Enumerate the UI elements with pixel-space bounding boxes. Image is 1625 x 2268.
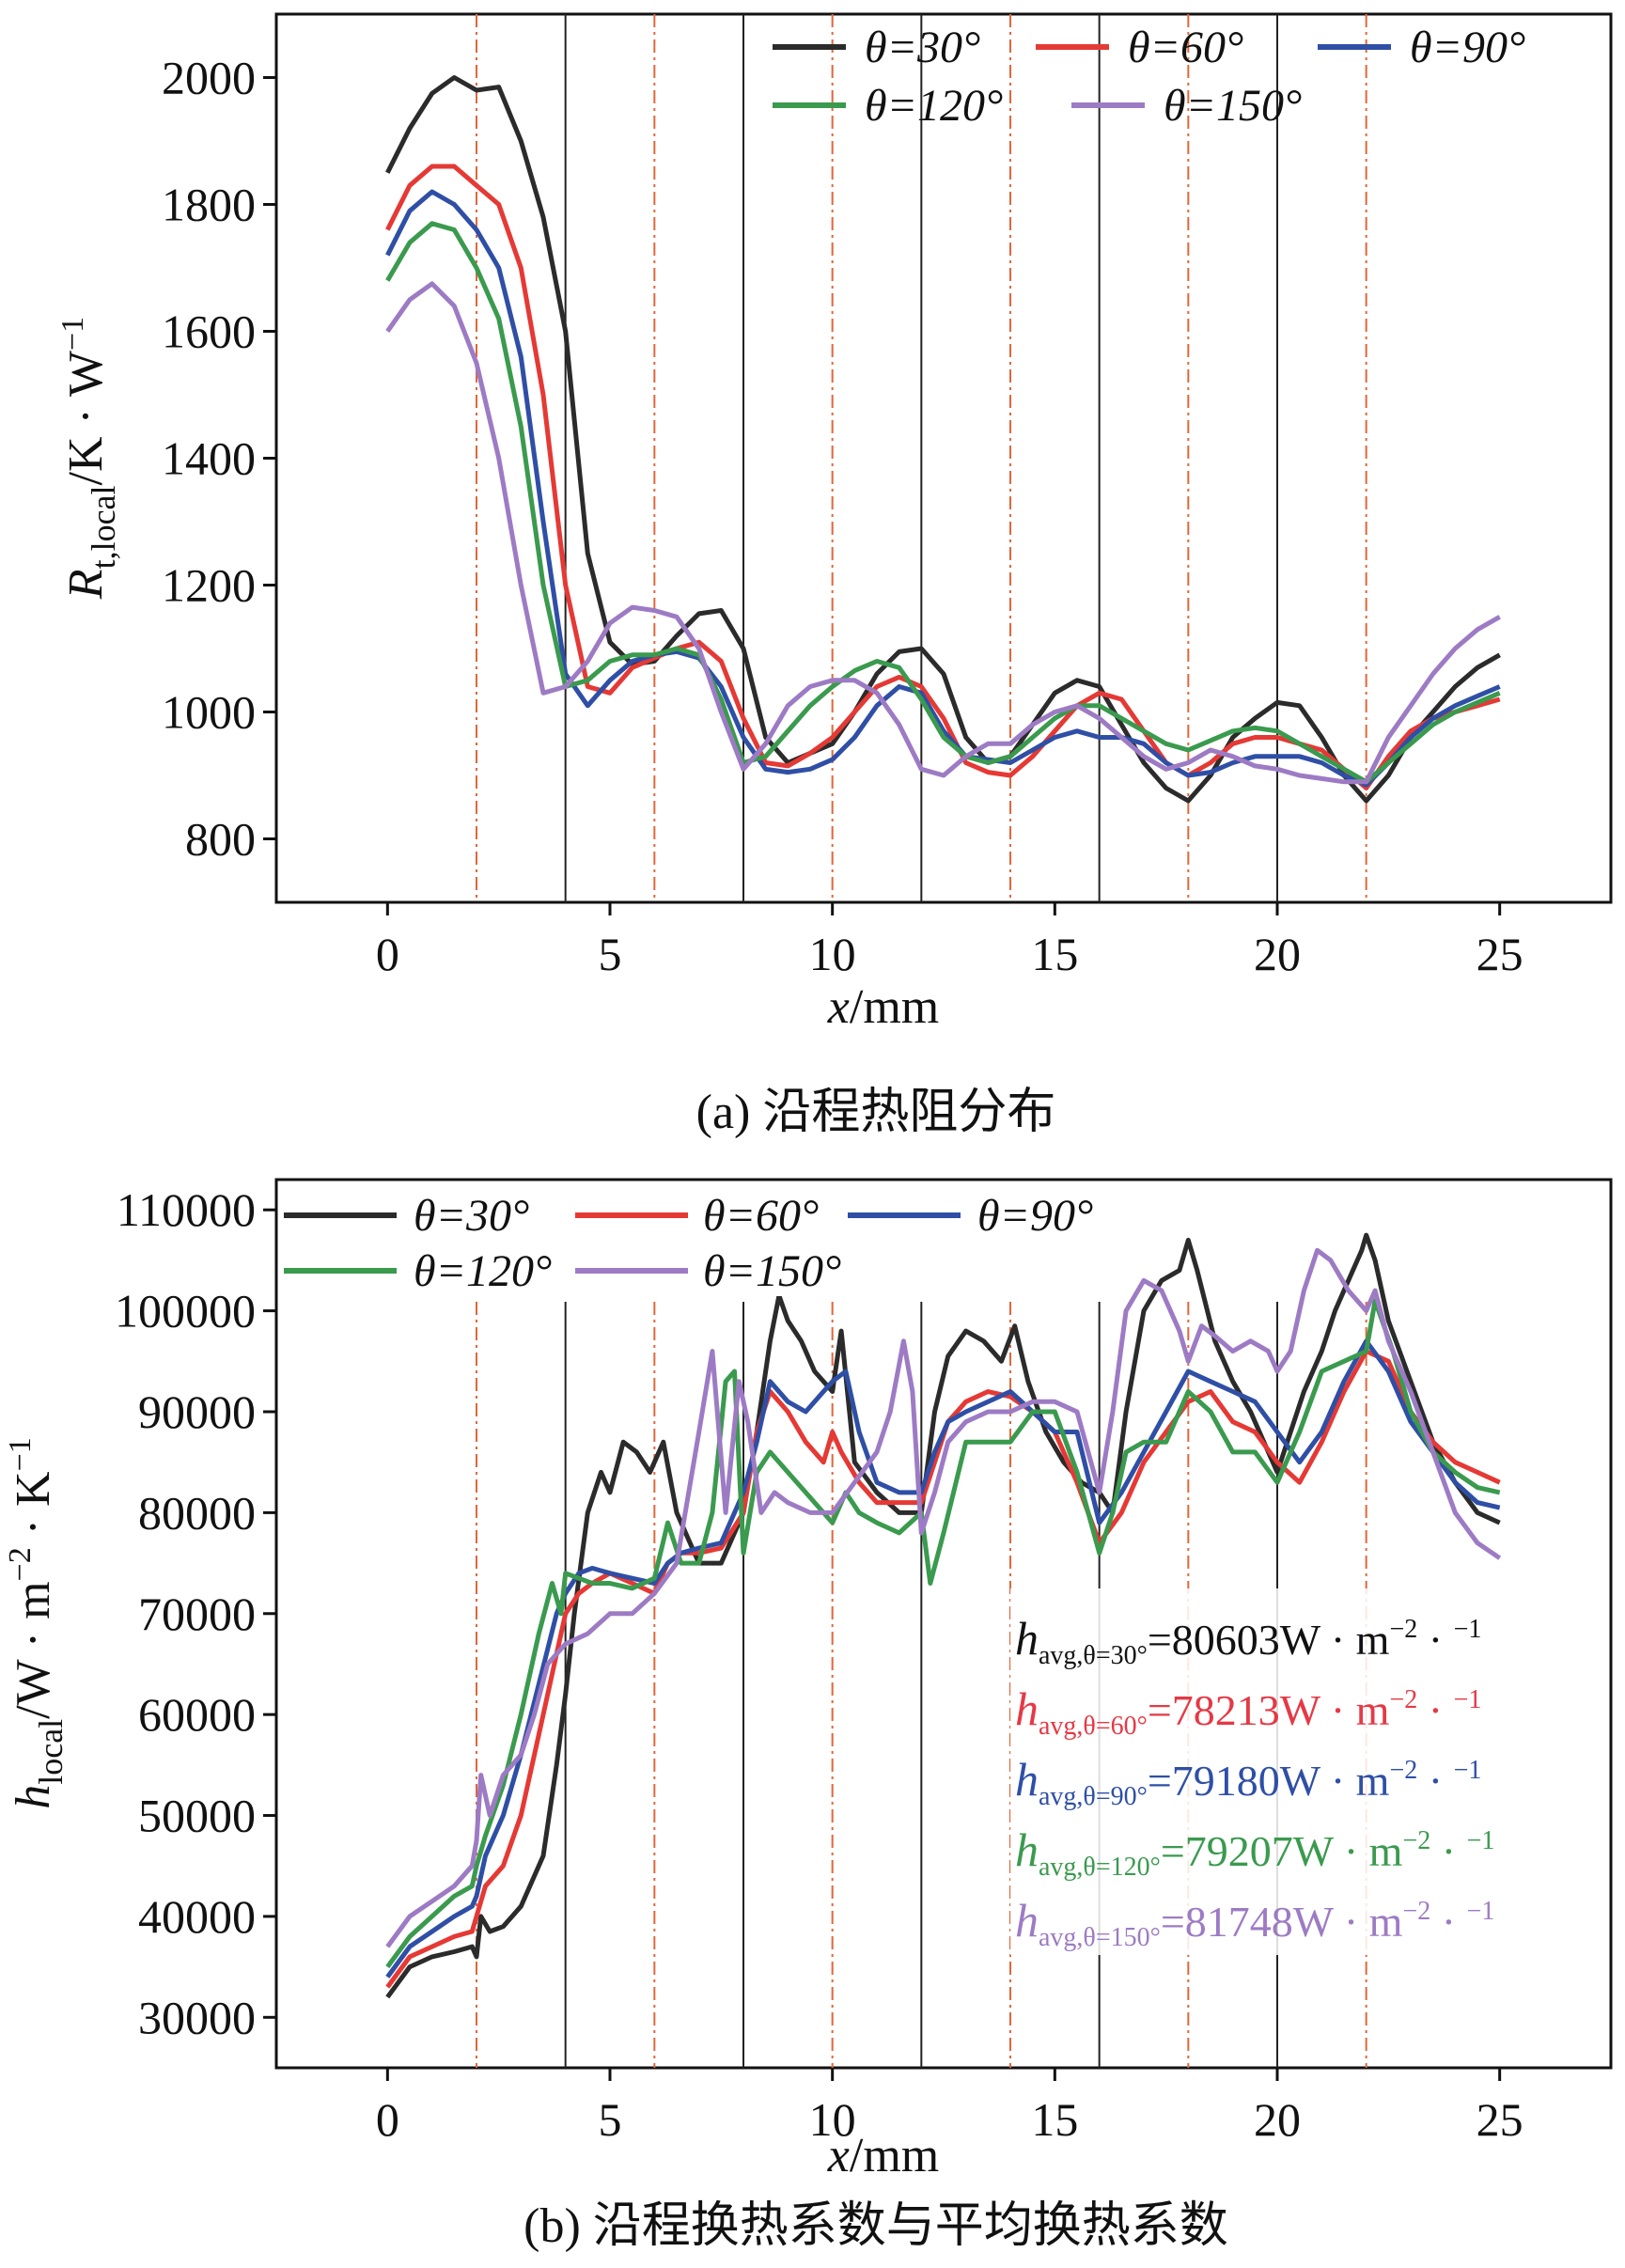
y-tick-label: 30000	[138, 1991, 256, 2043]
y-tick-label: 100000	[115, 1285, 256, 1337]
y-tick-label: 1200	[162, 559, 256, 612]
panel-b-plot-frame	[274, 1178, 1613, 2070]
legend-b-label-150: θ=150°	[703, 1246, 841, 1296]
legend-a-label-120: θ=120°	[865, 81, 1003, 131]
havg-120: havg,θ=120°=79207W · m−2 · −1	[1015, 1823, 1494, 1882]
x-tick-label: 10	[809, 928, 856, 980]
legend-a-label-90: θ=90°	[1410, 23, 1525, 72]
panel-a-x-axis-title: x/mm	[827, 980, 939, 1034]
x-tick-label: 5	[599, 2093, 622, 2146]
panel-b-y-ticks: 30000 40000 50000 60000 70000 80000 90000 10000…	[115, 1183, 276, 2043]
series-line-a-4	[385, 281, 1501, 785]
panel-a-series	[385, 75, 1501, 804]
panel-b-x-axis-title: x/mm	[827, 2129, 939, 2182]
havg-60: havg,θ=60°=78213W · m−2 · −1	[1015, 1682, 1481, 1741]
x-tick-label: 15	[1031, 928, 1078, 980]
panel-b-legend-bg	[280, 1183, 1107, 1296]
series-line-a-1	[385, 164, 1501, 790]
x-tick-label: 20	[1254, 928, 1301, 980]
y-tick-label: 90000	[138, 1385, 256, 1438]
series-line-b-4	[385, 1247, 1502, 1948]
legend-a-label-60: θ=60°	[1128, 23, 1243, 72]
annotation-bg	[1010, 1588, 1574, 1955]
panel-b: 0 5 10 15 20 25 30000 40000 50000 60000 70000 8000…	[3, 1178, 1613, 2253]
panel-b-average-annotations: havg,θ=30°=80603W · m−2 · −1 havg,θ=60°=…	[1010, 1588, 1574, 1955]
x-tick-label: 25	[1477, 928, 1523, 980]
x-tick-label: 0	[376, 2093, 399, 2146]
panel-a-y-ticks: 800 1000 1200 1400 1600 1800 2000	[162, 52, 276, 866]
y-tick-label: 110000	[117, 1183, 256, 1236]
panel-b-caption: (b) 沿程换热系数与平均换热系数	[523, 2199, 1228, 2253]
x-tick-label: 25	[1477, 2093, 1523, 2146]
panel-a-legend: θ=30° θ=60° θ=90° θ=120° θ=150°	[773, 23, 1525, 131]
x-tick-label: 15	[1031, 2093, 1078, 2146]
y-tick-label: 2000	[162, 52, 256, 104]
panel-a-x-ticks: 0 5 10 15 20 25	[376, 902, 1523, 980]
legend-a-label-30: θ=30°	[865, 23, 980, 72]
series-line-b-0	[385, 1232, 1501, 1999]
x-tick-label: 20	[1254, 2093, 1301, 2146]
panel-b-series	[385, 1232, 1502, 1999]
series-line-b-1	[385, 1349, 1501, 1989]
y-tick-label: 800	[185, 813, 256, 866]
panel-a-y-axis-title: Rt,local/K · W−1	[55, 317, 122, 600]
y-tick-label: 1400	[162, 432, 256, 485]
havg-90: havg,θ=90°=79180W · m−2 · −1	[1015, 1753, 1481, 1811]
series-line-a-3	[385, 221, 1501, 785]
y-tick-label: 1600	[162, 305, 256, 358]
y-tick-label: 1000	[162, 686, 256, 739]
y-tick-label: 60000	[138, 1688, 256, 1741]
legend-b-label-120: θ=120°	[414, 1246, 552, 1296]
y-tick-label: 80000	[138, 1486, 256, 1539]
havg-30: havg,θ=30°=80603W · m−2 · −1	[1015, 1612, 1481, 1670]
legend-b-label-90: θ=90°	[977, 1191, 1093, 1241]
legend-b-label-30: θ=30°	[414, 1191, 529, 1241]
panel-a-caption: (a) 沿程热阻分布	[696, 1086, 1056, 1139]
y-tick-label: 50000	[138, 1790, 256, 1842]
x-tick-label: 5	[599, 928, 622, 980]
y-tick-label: 40000	[138, 1890, 256, 1943]
x-tick-label: 0	[376, 928, 399, 980]
series-line-a-0	[385, 75, 1501, 804]
x-tick-label: 10	[809, 2093, 856, 2146]
y-tick-label: 70000	[138, 1588, 256, 1640]
panel-b-y-axis-title: hlocal/W · m−2 · K−1	[3, 1437, 70, 1809]
y-tick-label: 1800	[162, 179, 256, 231]
legend-b-label-60: θ=60°	[703, 1191, 819, 1241]
panel-b-x-ticks: 0 5 10 15 20 25	[376, 2068, 1523, 2146]
havg-150: havg,θ=150°=81748W · m−2 · −1	[1015, 1894, 1494, 1952]
legend-a-label-150: θ=150°	[1164, 81, 1302, 131]
panel-a: 0 5 10 15 20 25 800 1000 1200 1400 1600 1800 2000 θ…	[55, 12, 1613, 1139]
panel-b-legend: θ=30° θ=60° θ=90° θ=120° θ=150°	[280, 1183, 1107, 1296]
series-line-b-2	[385, 1338, 1501, 1979]
series-line-b-3	[385, 1298, 1501, 1969]
